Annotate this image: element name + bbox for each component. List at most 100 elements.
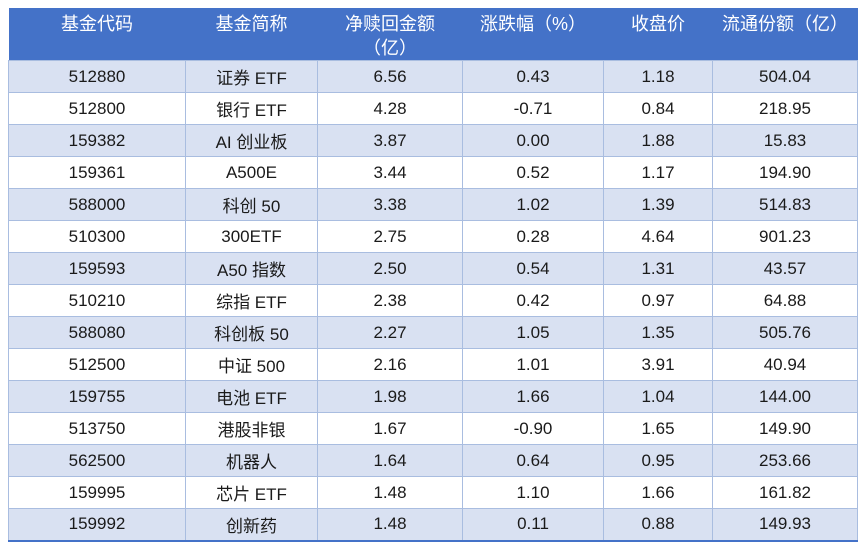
cell-net: 1.98 [317, 380, 463, 413]
table-row: 512880 证券 ETF 6.56 0.43 1.18 504.04 [8, 60, 858, 93]
cell-chg: 1.05 [462, 316, 604, 349]
cell-code: 588080 [8, 316, 186, 349]
cell-close: 1.35 [603, 316, 713, 349]
table-row: 588000 科创 50 3.38 1.02 1.39 514.83 [8, 188, 858, 221]
cell-float: 901.23 [712, 220, 858, 253]
cell-name: 银行 ETF [185, 92, 318, 125]
cell-code: 159995 [8, 476, 186, 509]
cell-chg: 0.64 [462, 444, 604, 477]
cell-code: 159382 [8, 124, 186, 157]
cell-name: 芯片 ETF [185, 476, 318, 509]
cell-float: 505.76 [712, 316, 858, 349]
cell-net: 2.75 [317, 220, 463, 253]
cell-chg: 1.02 [462, 188, 604, 221]
cell-net: 2.38 [317, 284, 463, 317]
column-header-chg: 涨跌幅（%） [462, 8, 604, 61]
column-header-net: 净赎回金额 （亿） [317, 8, 463, 61]
column-header-name: 基金简称 [185, 8, 318, 61]
table-header-row: 基金代码 基金简称 净赎回金额 （亿） 涨跌幅（%） 收盘价 流通份额（亿） [8, 8, 858, 61]
cell-close: 1.04 [603, 380, 713, 413]
cell-close: 1.65 [603, 412, 713, 445]
cell-close: 0.95 [603, 444, 713, 477]
table-row: 159992 创新药 1.48 0.11 0.88 149.93 [8, 508, 858, 541]
cell-chg: 0.52 [462, 156, 604, 189]
column-header-float: 流通份额（亿） [712, 8, 858, 61]
cell-chg: 0.43 [462, 60, 604, 93]
cell-name: A50 指数 [185, 252, 318, 285]
table-row: 510210 综指 ETF 2.38 0.42 0.97 64.88 [8, 284, 858, 317]
cell-close: 1.18 [603, 60, 713, 93]
table-row: 513750 港股非银 1.67 -0.90 1.65 149.90 [8, 412, 858, 445]
cell-net: 1.64 [317, 444, 463, 477]
cell-name: 综指 ETF [185, 284, 318, 317]
cell-chg: 0.54 [462, 252, 604, 285]
cell-name: 科创板 50 [185, 316, 318, 349]
column-header-close: 收盘价 [603, 8, 713, 61]
cell-close: 1.17 [603, 156, 713, 189]
cell-net: 3.87 [317, 124, 463, 157]
table-head: 基金代码 基金简称 净赎回金额 （亿） 涨跌幅（%） 收盘价 流通份额（亿） [8, 8, 858, 61]
cell-chg: -0.90 [462, 412, 604, 445]
cell-chg: 0.00 [462, 124, 604, 157]
cell-close: 1.39 [603, 188, 713, 221]
cell-net: 1.67 [317, 412, 463, 445]
cell-code: 512880 [8, 60, 186, 93]
cell-close: 1.31 [603, 252, 713, 285]
cell-float: 149.90 [712, 412, 858, 445]
cell-code: 159593 [8, 252, 186, 285]
fund-table: 基金代码 基金简称 净赎回金额 （亿） 涨跌幅（%） 收盘价 流通份额（亿） 512880… [8, 8, 858, 542]
table-row: 562500 机器人 1.64 0.64 0.95 253.66 [8, 444, 858, 477]
cell-name: AI 创业板 [185, 124, 318, 157]
table-row: 159382 AI 创业板 3.87 0.00 1.88 15.83 [8, 124, 858, 157]
cell-close: 3.91 [603, 348, 713, 381]
cell-float: 64.88 [712, 284, 858, 317]
cell-float: 43.57 [712, 252, 858, 285]
cell-float: 514.83 [712, 188, 858, 221]
cell-chg: 0.11 [462, 508, 604, 541]
cell-float: 253.66 [712, 444, 858, 477]
table-row: 588080 科创板 50 2.27 1.05 1.35 505.76 [8, 316, 858, 349]
cell-name: 中证 500 [185, 348, 318, 381]
cell-chg: 1.10 [462, 476, 604, 509]
cell-net: 2.16 [317, 348, 463, 381]
cell-name: 300ETF [185, 220, 318, 253]
cell-close: 1.66 [603, 476, 713, 509]
cell-net: 4.28 [317, 92, 463, 125]
cell-float: 218.95 [712, 92, 858, 125]
cell-chg: -0.71 [462, 92, 604, 125]
cell-float: 149.93 [712, 508, 858, 541]
cell-code: 562500 [8, 444, 186, 477]
cell-net: 3.38 [317, 188, 463, 221]
cell-name: A500E [185, 156, 318, 189]
cell-code: 512800 [8, 92, 186, 125]
cell-code: 159361 [8, 156, 186, 189]
cell-code: 159755 [8, 380, 186, 413]
cell-name: 证券 ETF [185, 60, 318, 93]
table-body: 512880 证券 ETF 6.56 0.43 1.18 504.04 512800 银行 E… [8, 60, 858, 541]
cell-chg: 1.01 [462, 348, 604, 381]
column-header-code: 基金代码 [8, 8, 186, 61]
cell-float: 194.90 [712, 156, 858, 189]
cell-code: 513750 [8, 412, 186, 445]
cell-float: 161.82 [712, 476, 858, 509]
cell-close: 0.84 [603, 92, 713, 125]
table-row: 159995 芯片 ETF 1.48 1.10 1.66 161.82 [8, 476, 858, 509]
cell-code: 159992 [8, 508, 186, 541]
table-row: 510300 300ETF 2.75 0.28 4.64 901.23 [8, 220, 858, 253]
cell-float: 144.00 [712, 380, 858, 413]
table-row: 512800 银行 ETF 4.28 -0.71 0.84 218.95 [8, 92, 858, 125]
cell-code: 588000 [8, 188, 186, 221]
cell-chg: 0.42 [462, 284, 604, 317]
table-row: 159755 电池 ETF 1.98 1.66 1.04 144.00 [8, 380, 858, 413]
cell-net: 6.56 [317, 60, 463, 93]
cell-code: 512500 [8, 348, 186, 381]
table-row: 159593 A50 指数 2.50 0.54 1.31 43.57 [8, 252, 858, 285]
cell-code: 510300 [8, 220, 186, 253]
cell-float: 40.94 [712, 348, 858, 381]
cell-name: 港股非银 [185, 412, 318, 445]
cell-net: 3.44 [317, 156, 463, 189]
table-row: 512500 中证 500 2.16 1.01 3.91 40.94 [8, 348, 858, 381]
table-row: 159361 A500E 3.44 0.52 1.17 194.90 [8, 156, 858, 189]
cell-code: 510210 [8, 284, 186, 317]
cell-net: 2.50 [317, 252, 463, 285]
